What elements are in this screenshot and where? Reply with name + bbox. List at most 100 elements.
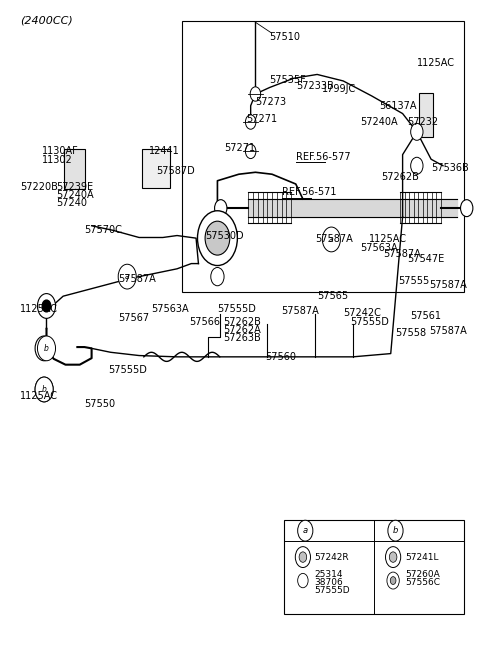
- Circle shape: [250, 87, 261, 101]
- Text: 57556C: 57556C: [405, 578, 440, 587]
- Text: 57570C: 57570C: [84, 225, 122, 234]
- Circle shape: [215, 200, 227, 217]
- Circle shape: [460, 200, 473, 217]
- Text: 57587A: 57587A: [430, 326, 468, 336]
- Circle shape: [299, 552, 307, 562]
- Text: 57240: 57240: [56, 198, 87, 208]
- Circle shape: [120, 267, 134, 286]
- Text: 57240A: 57240A: [56, 190, 94, 200]
- Text: 57587A: 57587A: [315, 234, 352, 244]
- Text: (2400CC): (2400CC): [20, 16, 73, 26]
- Text: 57566: 57566: [189, 317, 220, 328]
- Text: 38706: 38706: [315, 578, 344, 587]
- Circle shape: [245, 115, 256, 129]
- Text: 57560: 57560: [265, 352, 296, 362]
- Text: a: a: [303, 526, 308, 535]
- Circle shape: [37, 293, 56, 318]
- Text: 57510: 57510: [270, 32, 300, 43]
- Text: b: b: [44, 344, 49, 353]
- Text: 57260A: 57260A: [405, 570, 440, 578]
- Text: 57567: 57567: [118, 312, 149, 323]
- Circle shape: [385, 547, 401, 567]
- Text: 57273: 57273: [255, 98, 287, 107]
- Text: a: a: [125, 272, 130, 281]
- Circle shape: [40, 384, 48, 396]
- Circle shape: [295, 547, 311, 567]
- FancyBboxPatch shape: [284, 520, 464, 614]
- Text: REF.56-577: REF.56-577: [296, 151, 350, 162]
- Text: 57555: 57555: [398, 276, 429, 286]
- Circle shape: [40, 343, 48, 354]
- Circle shape: [387, 572, 399, 589]
- Text: 57555D: 57555D: [350, 317, 389, 328]
- Text: 57232: 57232: [408, 117, 438, 127]
- Text: 57535F: 57535F: [270, 75, 306, 84]
- Text: 57262B: 57262B: [381, 172, 419, 183]
- Text: a: a: [329, 235, 334, 244]
- Circle shape: [389, 552, 397, 562]
- Circle shape: [388, 520, 403, 541]
- Circle shape: [245, 144, 256, 159]
- Text: b: b: [393, 526, 398, 535]
- Text: 25314: 25314: [315, 570, 343, 578]
- Circle shape: [298, 520, 313, 541]
- Text: b: b: [42, 385, 47, 394]
- Text: 57263B: 57263B: [224, 333, 261, 343]
- Text: 57561: 57561: [411, 310, 442, 321]
- Text: 57262A: 57262A: [224, 325, 261, 335]
- Text: 1125AC: 1125AC: [370, 234, 408, 244]
- FancyBboxPatch shape: [419, 93, 432, 137]
- Text: 57271: 57271: [225, 143, 256, 153]
- Circle shape: [35, 377, 53, 402]
- Text: 57530D: 57530D: [205, 231, 244, 241]
- Text: 57587A: 57587A: [282, 306, 319, 316]
- Circle shape: [197, 211, 238, 265]
- Circle shape: [411, 157, 423, 174]
- FancyBboxPatch shape: [142, 149, 170, 188]
- Circle shape: [35, 336, 53, 361]
- Text: 12441: 12441: [149, 147, 180, 157]
- Circle shape: [35, 377, 53, 402]
- Text: 57239E: 57239E: [56, 182, 93, 193]
- Circle shape: [37, 336, 56, 361]
- Text: 57563A: 57563A: [360, 243, 397, 253]
- Text: 57587D: 57587D: [156, 166, 194, 176]
- Text: REF.56-571: REF.56-571: [282, 187, 336, 197]
- Text: 57242R: 57242R: [315, 553, 349, 561]
- Text: 57587A: 57587A: [429, 280, 467, 290]
- Circle shape: [42, 300, 51, 312]
- Text: 57550: 57550: [84, 400, 116, 409]
- Text: 1125AC: 1125AC: [20, 391, 59, 401]
- Text: 1125AC: 1125AC: [417, 58, 455, 68]
- Text: 57587A: 57587A: [118, 274, 156, 284]
- Text: 57558: 57558: [396, 328, 427, 338]
- Text: 56137A: 56137A: [379, 101, 416, 111]
- Text: 57241L: 57241L: [405, 553, 438, 561]
- Text: 1799JC: 1799JC: [322, 84, 356, 94]
- FancyBboxPatch shape: [64, 149, 85, 189]
- Text: 57271: 57271: [246, 114, 277, 124]
- Text: 57587A: 57587A: [384, 250, 421, 259]
- Text: 57555D: 57555D: [315, 586, 350, 595]
- Text: 57563A: 57563A: [151, 304, 189, 314]
- Text: 57220B: 57220B: [20, 182, 58, 193]
- Text: 57240A: 57240A: [360, 117, 397, 127]
- Circle shape: [211, 267, 224, 286]
- Circle shape: [118, 264, 136, 289]
- Text: 57555D: 57555D: [217, 304, 256, 314]
- Text: 57262B: 57262B: [224, 317, 262, 328]
- Text: 1130AF: 1130AF: [42, 147, 79, 157]
- Text: 57555D: 57555D: [108, 365, 147, 375]
- Text: 57565: 57565: [317, 291, 348, 301]
- Text: 1125AC: 1125AC: [20, 304, 59, 314]
- Circle shape: [298, 573, 308, 588]
- Circle shape: [390, 576, 396, 584]
- Text: 11302: 11302: [42, 155, 72, 165]
- Text: 57233B: 57233B: [296, 81, 334, 91]
- Circle shape: [205, 221, 230, 255]
- Text: 57242C: 57242C: [343, 308, 381, 318]
- Circle shape: [323, 227, 340, 252]
- Circle shape: [411, 123, 423, 140]
- Text: 57547E: 57547E: [408, 254, 444, 264]
- Text: 57536B: 57536B: [431, 162, 469, 173]
